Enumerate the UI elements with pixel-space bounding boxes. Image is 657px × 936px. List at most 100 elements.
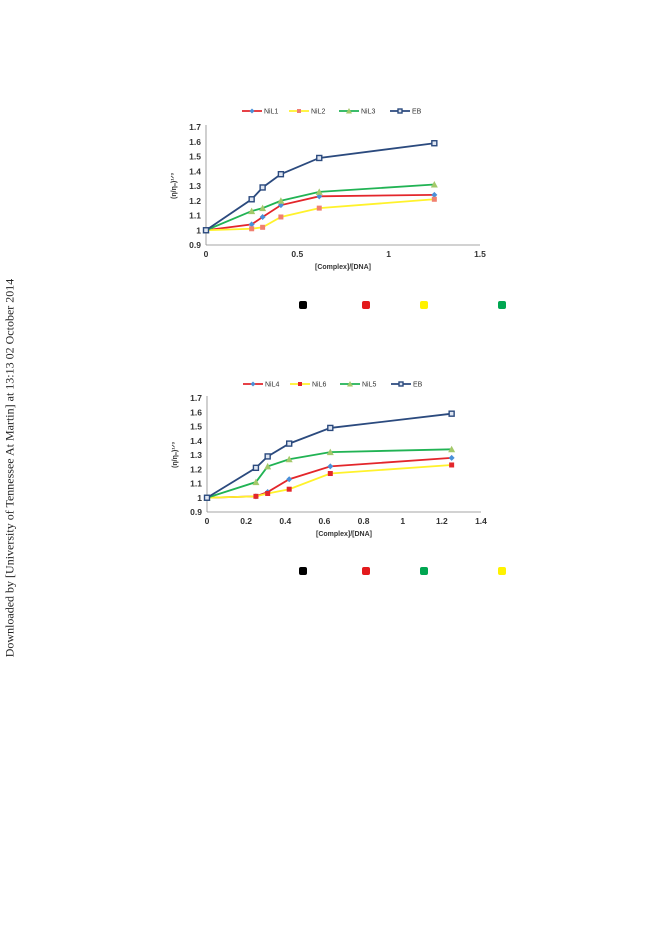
series-EB (202, 140, 438, 234)
data-point (316, 154, 323, 162)
legend-label: NiL6 (312, 382, 327, 389)
data-point (277, 170, 285, 178)
data-point (248, 196, 255, 203)
series-line (205, 198, 435, 232)
x-tick-label: 0 (205, 516, 210, 526)
series-NiL5 (203, 445, 456, 501)
color-key-swatch (299, 301, 307, 309)
chart-1: 0.9 1 1.1 1.2 1.3 1.4 1.5 1.6 1.7 0 0.5 1 1.5 [Comple… (170, 108, 506, 309)
data-point (202, 227, 210, 234)
y-tick-label: 1.7 (189, 122, 201, 132)
data-point (430, 181, 438, 188)
data-point (264, 462, 272, 470)
series-line (205, 183, 435, 232)
series-NiL2 (203, 196, 437, 233)
legend-entry: EB (390, 108, 422, 116)
series-line (206, 448, 452, 499)
legend-entry: NiL2 (289, 109, 326, 116)
legend-entry: NiL1 (242, 108, 279, 116)
data-point (250, 381, 256, 387)
color-key-swatch (498, 567, 506, 575)
data-point (315, 188, 323, 195)
x-tick-label: 1.4 (475, 516, 487, 526)
data-point (397, 108, 403, 114)
data-point (278, 214, 284, 220)
legend-label: NiL4 (265, 382, 280, 389)
legend-entry: NiL3 (339, 108, 376, 116)
data-point (449, 462, 455, 468)
x-axis-label: [Complex]/[DNA] (316, 531, 372, 538)
data-point (285, 455, 293, 463)
color-key-swatch (420, 301, 428, 309)
data-point (298, 382, 302, 386)
data-point (203, 494, 211, 501)
series-NiL1 (203, 191, 438, 234)
y-tick-label: 1.5 (189, 152, 201, 162)
y-tick-label: 1.3 (189, 181, 201, 191)
data-point (327, 471, 333, 477)
legend-entry: NiL4 (243, 381, 280, 389)
data-point (297, 109, 301, 113)
color-key-swatch (299, 567, 307, 575)
data-point (347, 381, 353, 387)
data-point (327, 463, 334, 470)
data-point (259, 213, 266, 220)
y-tick-label: 1.6 (189, 137, 201, 147)
data-point (327, 424, 334, 432)
data-point (248, 221, 255, 228)
series-line (205, 193, 435, 232)
data-point (277, 197, 285, 204)
legend-label: NiL1 (264, 109, 279, 116)
data-point (431, 191, 438, 198)
y-tick-label: 1.6 (190, 407, 202, 417)
data-point (448, 410, 455, 417)
y-tick-label: 0.9 (190, 507, 202, 517)
legend-entry: NiL6 (290, 382, 327, 389)
data-point (259, 184, 266, 191)
x-tick-label: 0 (204, 249, 209, 259)
y-tick-label: 1.4 (190, 436, 202, 446)
data-point (431, 196, 437, 202)
y-tick-label: 1.7 (190, 393, 202, 403)
color-key-swatch (420, 567, 428, 575)
legend-entry: NiL5 (340, 381, 377, 389)
y-tick-label: 0.9 (189, 240, 201, 250)
legend-label: EB (413, 382, 423, 389)
data-point (286, 486, 292, 492)
x-tick-label: 1.2 (436, 516, 448, 526)
data-point (286, 476, 293, 483)
series-line (206, 412, 452, 499)
x-tick-label: 0.8 (358, 516, 370, 526)
y-tick-label: 1.1 (190, 479, 202, 489)
y-axis-label: (η/η₀)¹ᐟ³ (170, 172, 178, 199)
data-point (252, 464, 260, 472)
data-point (346, 108, 352, 114)
data-point (265, 490, 271, 496)
data-point (448, 445, 456, 453)
legend-entry: EB (391, 381, 423, 389)
legend-label: NiL3 (361, 109, 376, 116)
data-point (248, 207, 256, 215)
y-tick-label: 1 (197, 493, 202, 503)
legend-label: NiL5 (362, 382, 377, 389)
data-point (252, 478, 260, 486)
color-key-swatch (362, 301, 370, 309)
color-key-swatch (498, 301, 506, 309)
data-point (260, 224, 266, 230)
x-axis-label: [Complex]/[DNA] (315, 264, 371, 271)
data-point (316, 205, 322, 211)
x-tick-label: 0.4 (279, 516, 291, 526)
data-point (253, 493, 259, 499)
chart-2: 0.9 1 1.1 1.2 1.3 1.4 1.5 1.6 1.7 0 0.2 0.4 0.6 0.8 1 1… (171, 381, 506, 575)
y-tick-label: 1 (196, 225, 201, 235)
y-tick-label: 1.4 (189, 166, 201, 176)
x-tick-label: 0.5 (291, 249, 303, 259)
data-point (326, 448, 334, 456)
series-line (206, 456, 452, 499)
series-line (205, 142, 435, 231)
data-point (249, 108, 255, 114)
y-tick-label: 1.5 (190, 422, 202, 432)
color-key-swatch (362, 567, 370, 575)
y-axis-label: (η/η₀)¹ᐟ³ (171, 441, 179, 468)
